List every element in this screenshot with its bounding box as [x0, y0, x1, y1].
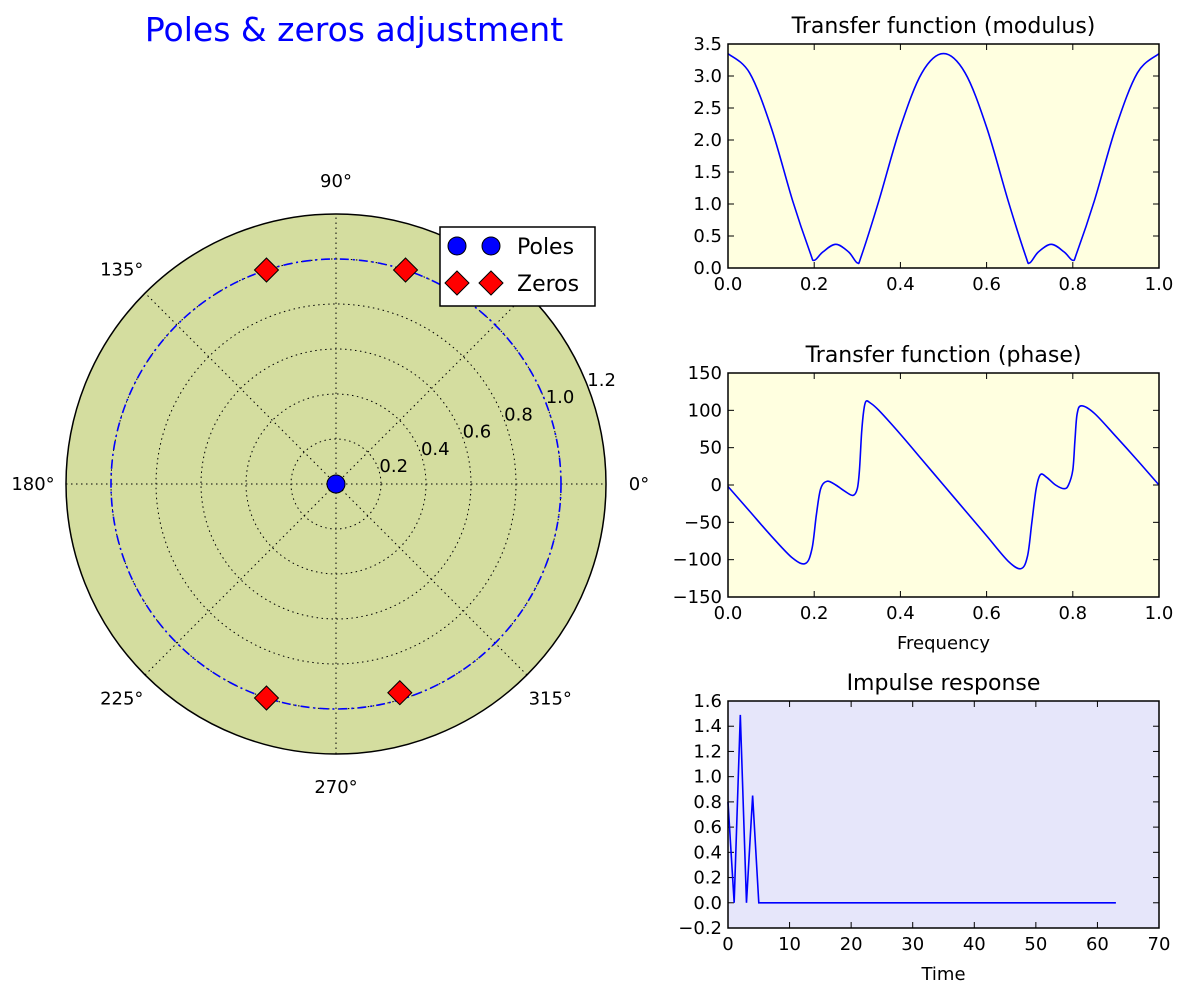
legend-box [439, 226, 596, 307]
polar-plot: 0° 90° 135° 180° 225° 270° 315° 0.2 0.4 0.6 0.8 1.0… [11, 171, 649, 798]
legend-pole-marker [447, 236, 467, 256]
x-tick-label: 0.4 [886, 603, 915, 624]
x-tick-label: 0.8 [1058, 603, 1087, 624]
radial-tick-label: 1.2 [587, 370, 616, 391]
plot-title: Transfer function (modulus) [791, 14, 1096, 39]
plot-frame [727, 43, 1160, 269]
y-tick-label: 0.8 [693, 792, 722, 813]
plot-title: Transfer function (phase) [805, 343, 1082, 368]
x-tick-label: 70 [1148, 934, 1171, 955]
x-tick-label: 0.0 [714, 274, 743, 295]
y-tick-label: 1.4 [693, 716, 722, 737]
y-tick-label: 3.0 [693, 66, 722, 87]
x-tick-label: 10 [778, 934, 801, 955]
plot-background [728, 701, 1159, 928]
y-tick-label: 1.2 [693, 741, 722, 762]
angle-tick-label: 90° [320, 171, 352, 192]
y-tick-label: 100 [688, 400, 722, 421]
y-tick-label: 0 [711, 475, 722, 496]
legend-pole-marker [481, 236, 501, 256]
y-tick-label: 1.0 [693, 767, 722, 788]
zero-marker [253, 685, 280, 711]
x-tick-label: 0.8 [1058, 274, 1087, 295]
radial-tick-label: 0.4 [421, 439, 450, 460]
impulse-plot: Impulse response −0.2 0.0 0.2 0.4 0.6 0.8 1.0 1.… [678, 671, 1170, 985]
x-tick-label: 60 [1086, 934, 1109, 955]
radial-tick-label: 1.0 [546, 387, 575, 408]
radial-tick-label: 0.8 [504, 404, 533, 425]
x-tick-label: 0.6 [972, 603, 1001, 624]
legend-label-poles: Poles [517, 235, 574, 260]
y-tick-label: −50 [684, 512, 722, 533]
polar-tick-labels: 0° 90° 135° 180° 225° 270° 315° 0.2 0.4 0.6 0.8 1.0… [11, 171, 649, 798]
angle-tick-label: 315° [529, 688, 572, 709]
y-tick-label: 1.0 [693, 194, 722, 215]
y-tick-label: 0.0 [693, 258, 722, 279]
angle-tick-label: 270° [314, 777, 357, 798]
y-tick-label: 1.6 [693, 691, 722, 712]
y-tick-label: 1.5 [693, 162, 722, 183]
x-tick-label: 1.0 [1145, 603, 1174, 624]
x-tick-label: 0.6 [972, 274, 1001, 295]
x-tick-label: 0.2 [800, 603, 829, 624]
y-tick-label: 50 [699, 438, 722, 459]
y-tick-label: −150 [673, 587, 722, 608]
polar-frame [65, 213, 607, 755]
x-axis-label: Time [920, 964, 965, 985]
radial-tick-label: 0.6 [463, 422, 492, 443]
plot-title: Impulse response [847, 671, 1041, 696]
angle-tick-label: 180° [11, 474, 54, 495]
x-tick-label: 30 [901, 934, 924, 955]
legend: Poles Zeros [439, 226, 596, 307]
angle-tick-label: 225° [100, 688, 143, 709]
phase-plot: Transfer function (phase) −150 −100 −50 0 50 1… [673, 343, 1174, 654]
y-tick-label: −100 [673, 550, 722, 571]
zero-marker [387, 680, 413, 706]
plot-background [728, 44, 1159, 268]
x-tick-label: 50 [1024, 934, 1047, 955]
y-tick-label: 0.6 [693, 817, 722, 838]
x-tick-label: 20 [840, 934, 863, 955]
angle-tick-label: 135° [100, 260, 143, 281]
y-tick-label: 0.4 [693, 842, 722, 863]
x-tick-label: 40 [963, 934, 986, 955]
radial-tick-label: 0.2 [379, 456, 408, 477]
y-tick-label: 0.5 [693, 226, 722, 247]
polar-markers [253, 257, 419, 711]
series-line [727, 400, 1160, 570]
series-line [727, 714, 1116, 904]
x-tick-label: 0.4 [886, 274, 915, 295]
zero-marker [253, 257, 280, 283]
y-tick-label: 0.0 [693, 893, 722, 914]
x-tick-label: 0.2 [800, 274, 829, 295]
legend-zero-marker [444, 270, 470, 296]
y-tick-label: 2.5 [693, 98, 722, 119]
x-axis-label: Frequency [897, 633, 990, 654]
x-tick-label: 1.0 [1145, 274, 1174, 295]
y-tick-label: −0.2 [678, 918, 722, 939]
pole-marker [326, 474, 346, 494]
y-tick-label: 2.0 [693, 130, 722, 151]
y-tick-label: 0.2 [693, 868, 722, 889]
zero-marker [392, 257, 419, 283]
x-tick-label: 0.0 [714, 603, 743, 624]
unit-circle [110, 258, 562, 710]
angle-tick-label: 0° [629, 474, 649, 495]
y-tick-label: 150 [688, 363, 722, 384]
plot-frame [727, 700, 1160, 929]
plot-frame [727, 372, 1160, 598]
legend-zero-marker [478, 270, 504, 296]
y-tick-label: 3.5 [693, 34, 722, 55]
x-tick-label: 0 [722, 934, 733, 955]
figure-title: Poles & zeros adjustment [145, 10, 563, 49]
modulus-plot: Transfer function (modulus) 0.0 0.5 1.0 1.5 2… [693, 14, 1173, 295]
legend-label-zeros: Zeros [517, 272, 579, 297]
series-line [727, 52, 1160, 265]
